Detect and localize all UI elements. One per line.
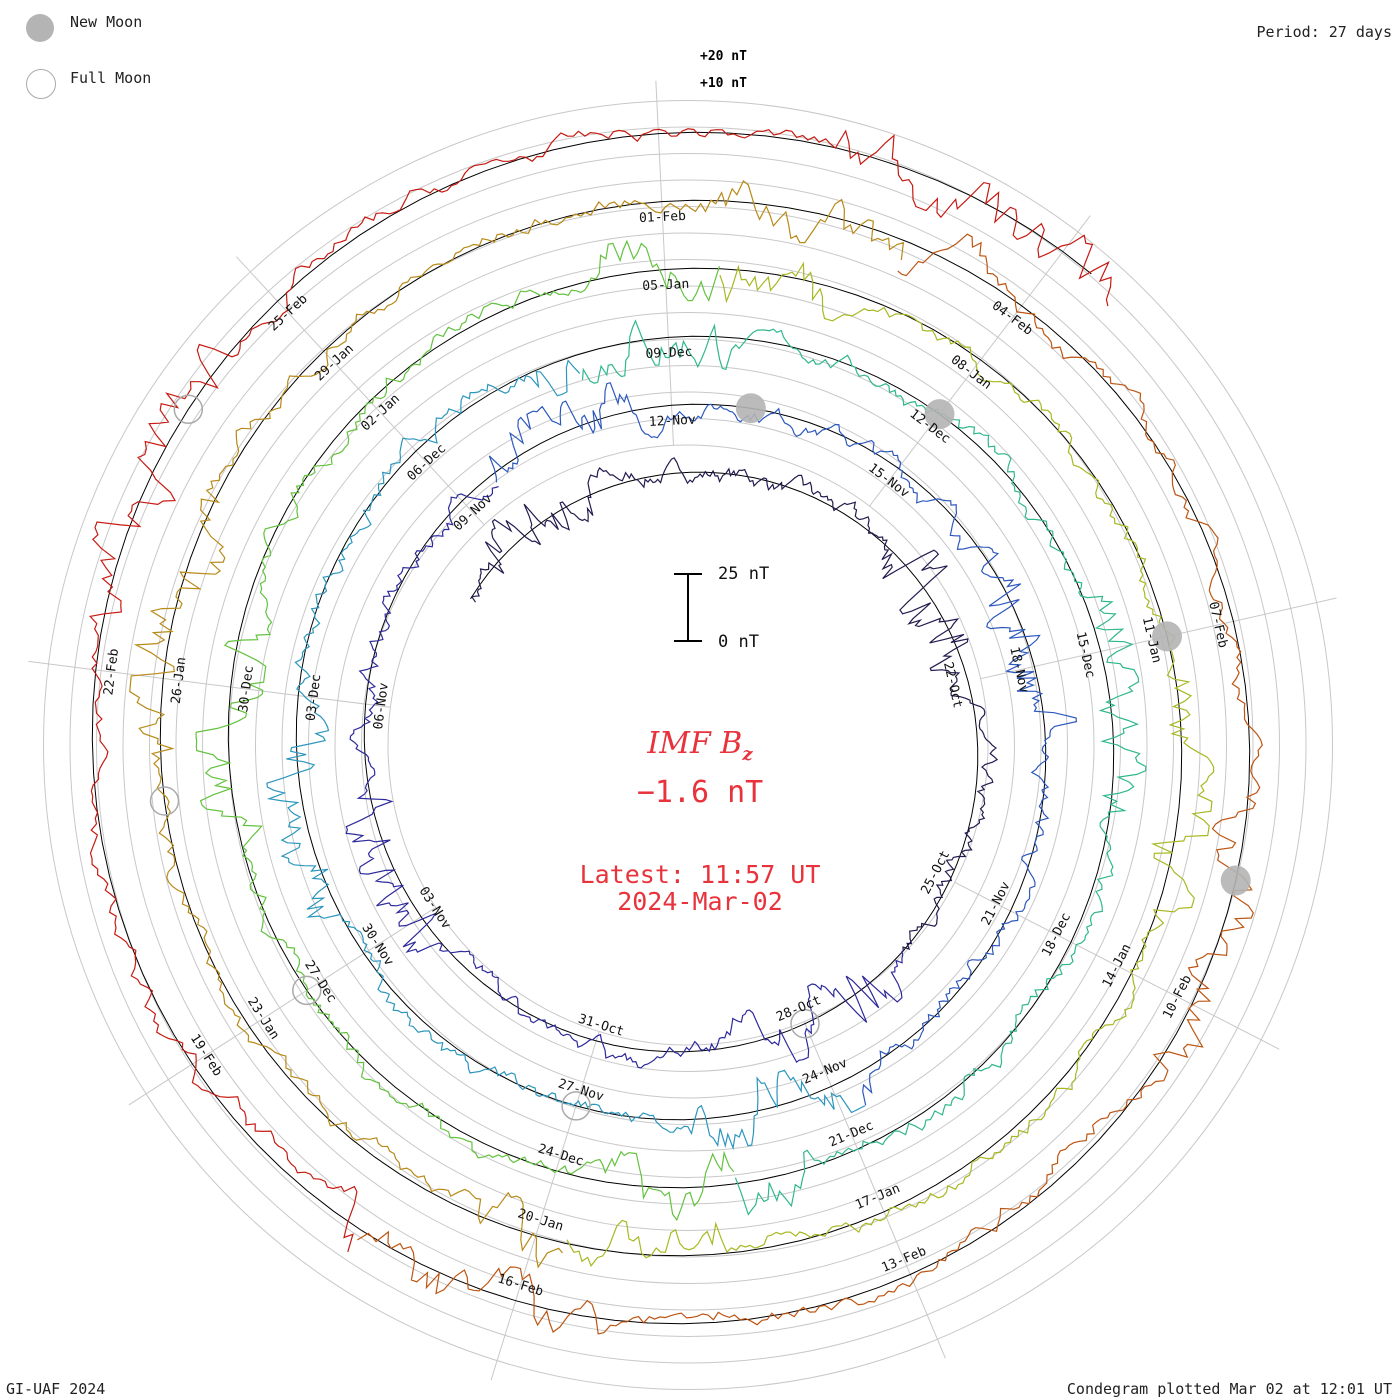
full-moon-marker	[149, 786, 180, 816]
new-moon-marker	[735, 393, 766, 424]
date-spoke	[954, 881, 1280, 1050]
date-label: 17-Jan	[853, 1181, 902, 1213]
date-label: 30-Dec	[236, 665, 257, 713]
bz-trace-cycle-9	[357, 233, 1263, 1335]
bz-trace-cycle-2	[345, 486, 904, 1069]
date-label: 07-Feb	[1205, 600, 1230, 649]
new-moon-marker	[1152, 621, 1182, 652]
scale-top-label: 25 nT	[718, 564, 770, 584]
date-spoke	[236, 256, 485, 526]
bz-trace-cycle-4	[266, 359, 866, 1151]
grid-circle	[255, 312, 1121, 1178]
bz-trace-cycle-6	[195, 239, 735, 1222]
bz-series	[89, 128, 1263, 1335]
date-spoke	[28, 660, 391, 708]
parameter-main: IMF B	[647, 726, 743, 761]
full-moon-marker	[790, 1008, 820, 1039]
date-label: 15-Dec	[1073, 630, 1098, 679]
date-label: 08-Jan	[948, 353, 994, 393]
full-moon-marker	[173, 394, 204, 425]
date-label: 12-Nov	[648, 413, 696, 430]
date-label: 24-Nov	[801, 1056, 850, 1088]
date-label: 20-Jan	[516, 1206, 565, 1234]
full-moon-legend-label: Full Moon	[70, 69, 152, 87]
new-moon-marker	[924, 399, 955, 430]
grid-circle	[96, 153, 1280, 1337]
date-spoke	[128, 906, 437, 1106]
new-moon-marker	[1220, 865, 1251, 896]
latest-date: 2024-Mar-02	[617, 887, 783, 916]
period-label: Period: 27 days	[1256, 23, 1392, 41]
bz-trace-cycle-10	[89, 128, 1112, 1253]
date-label: 16-Feb	[496, 1271, 545, 1299]
bz-trace-cycle-7	[566, 261, 1215, 1267]
moon-markers	[149, 393, 1251, 1121]
date-label: 27-Dec	[301, 958, 339, 1006]
plotted-timestamp: Condegram plotted Mar 02 at 12:01 UT	[1066, 1380, 1392, 1398]
date-spoke	[869, 215, 1091, 507]
grid-circle	[361, 418, 1015, 1072]
date-label: 22-Oct	[940, 661, 965, 710]
grid-circle	[69, 126, 1307, 1364]
ring-key-upper: +20 nT	[700, 49, 747, 64]
new-moon-legend-icon	[26, 14, 54, 42]
date-label: 06-Nov	[371, 682, 392, 731]
grid-circle	[122, 179, 1254, 1311]
new-moon-legend-label: New Moon	[70, 13, 143, 31]
bz-trace-cycle-3	[488, 382, 1078, 1106]
date-label: 28-Oct	[774, 993, 823, 1025]
date-label: 05-Jan	[642, 277, 690, 294]
date-label: 09-Dec	[645, 345, 693, 362]
date-spokes	[28, 80, 1337, 1381]
full-moon-marker	[561, 1091, 591, 1121]
grid-circle	[387, 444, 989, 1046]
bz-trace-cycle-8	[129, 180, 905, 1269]
parameter-subscript: z	[742, 744, 753, 765]
grid-circle	[43, 100, 1333, 1390]
zero-reference-spiral	[91, 131, 1251, 1325]
grid-circle	[308, 365, 1068, 1125]
date-label: 01-Feb	[639, 209, 687, 226]
parameter-name: IMF Bz	[0, 726, 1400, 765]
full-moon-legend-icon	[26, 69, 56, 99]
bz-trace-cycle-5	[581, 319, 1147, 1216]
credit-label: GI-UAF 2024	[6, 1380, 106, 1398]
date-label: 13-Feb	[880, 1244, 929, 1276]
date-label: 29-Jan	[312, 341, 357, 384]
latest-value: −1.6 nT	[636, 775, 764, 810]
date-label: 30-Nov	[358, 921, 396, 969]
date-label: 04-Feb	[989, 298, 1036, 338]
scale-line	[687, 574, 689, 641]
date-label: 22-Feb	[101, 647, 122, 696]
grid-circle	[175, 232, 1201, 1258]
grid-circle	[334, 391, 1042, 1099]
scale-bar: 25 nT 0 nT	[668, 564, 788, 656]
date-label: 10-Feb	[1160, 973, 1195, 1022]
scale-tick-bottom	[674, 640, 702, 642]
grid-circle	[202, 259, 1174, 1231]
date-label: 18-Dec	[1039, 910, 1074, 959]
date-label: 14-Jan	[1100, 942, 1135, 991]
latest-time: Latest: 11:57 UT	[579, 860, 821, 889]
zero-reference-rings	[91, 131, 1251, 1325]
date-label: 26-Jan	[169, 656, 190, 704]
date-label: 25-Feb	[266, 291, 311, 334]
scale-bottom-label: 0 nT	[718, 632, 759, 652]
date-label: 03-Dec	[304, 673, 325, 721]
date-spoke	[803, 1021, 946, 1359]
grid-circle	[281, 338, 1095, 1152]
date-spoke	[655, 80, 674, 446]
ring-key-lower: +10 nT	[700, 76, 747, 91]
full-moon-marker	[292, 975, 322, 1006]
date-spoke	[490, 1031, 600, 1381]
bz-trace-cycle-1	[470, 457, 999, 952]
